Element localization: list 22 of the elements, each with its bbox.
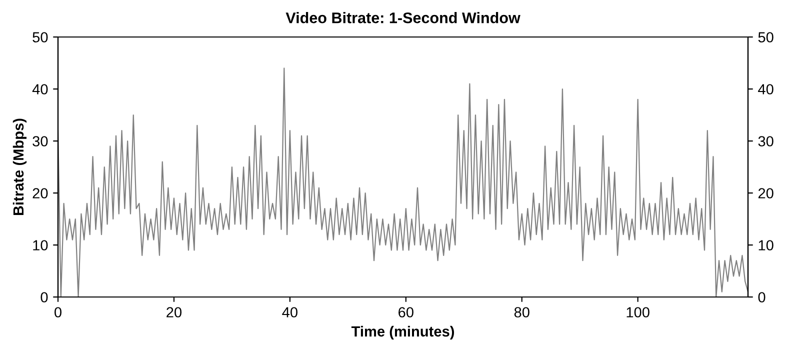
x-tick-label: 100: [626, 307, 650, 318]
y-axis-title: Bitrate (Mbps): [12, 118, 27, 216]
y-tick-label: 40: [32, 84, 48, 94]
y2-tick-label: 0: [758, 292, 766, 302]
y2-tick-label: 20: [758, 188, 774, 198]
y2-tick-label: 40: [758, 84, 774, 94]
x-tick-label: 0: [54, 307, 62, 318]
x-axis-title: Time (minutes): [351, 326, 454, 340]
y-tick-label: 10: [33, 240, 48, 250]
y-tick-label: 50: [32, 32, 48, 42]
y-tick-label: 0: [40, 292, 48, 302]
x-tick-label: 80: [514, 307, 530, 318]
y-tick-label: 30: [32, 136, 48, 146]
y2-tick-label: 50: [758, 32, 774, 42]
y2-tick-label: 10: [758, 240, 774, 250]
x-tick-label: 20: [166, 307, 182, 318]
y-tick-label: 20: [32, 188, 48, 198]
line-series: [58, 68, 748, 297]
x-tick-label: 40: [282, 307, 298, 318]
x-tick-label: 60: [398, 307, 414, 318]
chart-title: Video Bitrate: 1-Second Window: [286, 12, 520, 24]
y2-tick-label: 30: [758, 136, 774, 146]
